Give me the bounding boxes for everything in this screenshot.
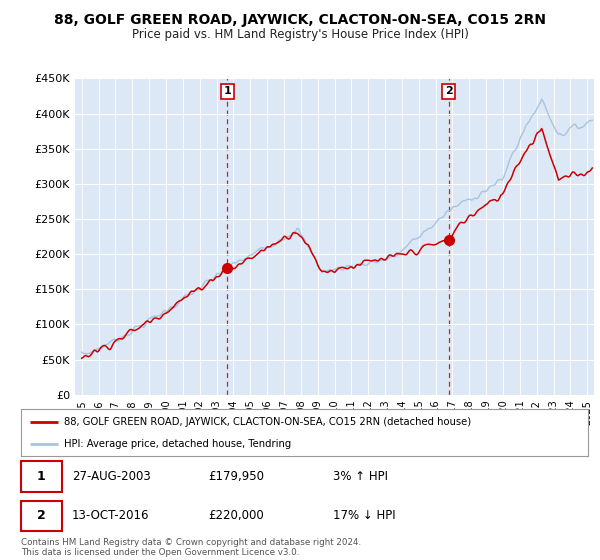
Text: £179,950: £179,950 xyxy=(208,470,264,483)
FancyBboxPatch shape xyxy=(21,501,62,531)
Text: 2: 2 xyxy=(37,510,46,522)
Text: 2: 2 xyxy=(445,86,452,96)
Text: 88, GOLF GREEN ROAD, JAYWICK, CLACTON-ON-SEA, CO15 2RN: 88, GOLF GREEN ROAD, JAYWICK, CLACTON-ON… xyxy=(54,13,546,27)
Text: 1: 1 xyxy=(224,86,232,96)
Text: Price paid vs. HM Land Registry's House Price Index (HPI): Price paid vs. HM Land Registry's House … xyxy=(131,28,469,41)
Text: £220,000: £220,000 xyxy=(208,510,264,522)
Text: 88, GOLF GREEN ROAD, JAYWICK, CLACTON-ON-SEA, CO15 2RN (detached house): 88, GOLF GREEN ROAD, JAYWICK, CLACTON-ON… xyxy=(64,417,470,427)
Text: 13-OCT-2016: 13-OCT-2016 xyxy=(72,510,149,522)
FancyBboxPatch shape xyxy=(21,461,62,492)
Text: 17% ↓ HPI: 17% ↓ HPI xyxy=(333,510,395,522)
Text: HPI: Average price, detached house, Tendring: HPI: Average price, detached house, Tend… xyxy=(64,438,291,449)
Text: Contains HM Land Registry data © Crown copyright and database right 2024.
This d: Contains HM Land Registry data © Crown c… xyxy=(21,538,361,557)
Text: 3% ↑ HPI: 3% ↑ HPI xyxy=(333,470,388,483)
Text: 1: 1 xyxy=(37,470,46,483)
Text: 27-AUG-2003: 27-AUG-2003 xyxy=(72,470,151,483)
